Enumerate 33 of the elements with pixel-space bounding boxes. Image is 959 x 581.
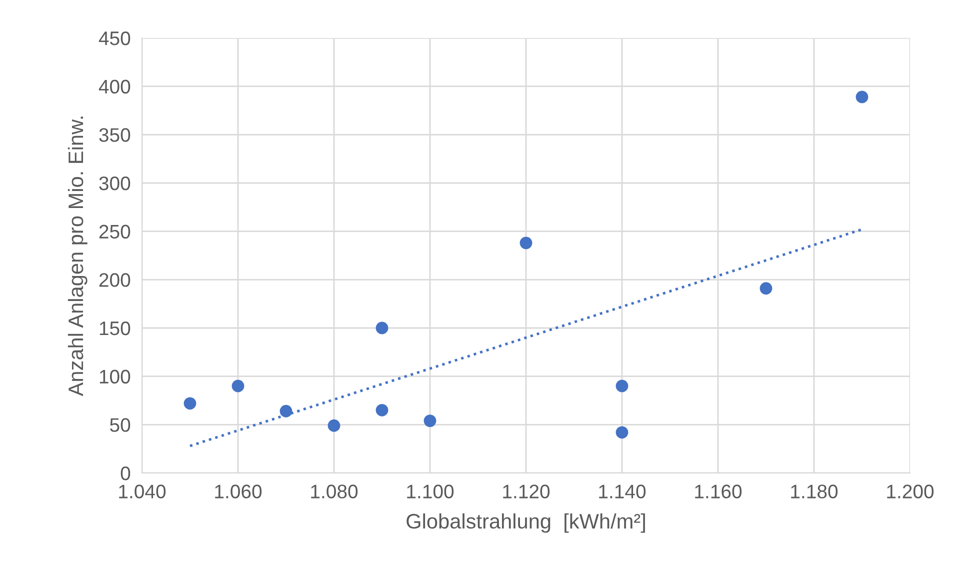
point — [232, 380, 244, 392]
point — [376, 322, 388, 334]
x-axis-title: Globalstrahlung [kWh/m²] — [406, 513, 645, 533]
point — [184, 397, 196, 410]
y-tick-label: 150 — [100, 321, 130, 336]
y-tick-label: 200 — [99, 273, 130, 287]
point — [424, 414, 436, 428]
x-tick-label: 1.200 — [887, 484, 934, 498]
point — [760, 282, 772, 295]
point — [520, 236, 532, 250]
x-tick-label: 1.140 — [599, 484, 646, 498]
point — [376, 404, 388, 416]
x-tick-label: 1.060 — [215, 484, 262, 498]
y-tick-label: 300 — [99, 176, 130, 190]
point — [328, 419, 340, 432]
point — [856, 90, 868, 104]
y-tick-label: 100 — [100, 370, 130, 384]
y-axis-title: Anzahl Anlagen pro Mio. Einw. — [68, 116, 88, 396]
y-tick-label: 350 — [99, 128, 130, 142]
x-tick-label: 1.180 — [791, 484, 838, 498]
x-tick-label: 1.080 — [311, 484, 358, 498]
point — [616, 380, 628, 392]
point — [280, 404, 292, 418]
y-tick-label: 400 — [98, 80, 130, 94]
y-tick-label: 0 — [120, 466, 130, 480]
x-tick-label: 1.040 — [119, 484, 166, 498]
point — [616, 426, 628, 439]
x-tick-label: 1.120 — [503, 484, 550, 498]
x-tick-label: 1.100 — [407, 484, 454, 498]
y-tick-label: 50 — [110, 418, 130, 432]
y-tick-label: 450 — [98, 31, 130, 46]
y-tick-label: 250 — [99, 224, 130, 239]
x-tick-label: 1.160 — [695, 484, 742, 498]
